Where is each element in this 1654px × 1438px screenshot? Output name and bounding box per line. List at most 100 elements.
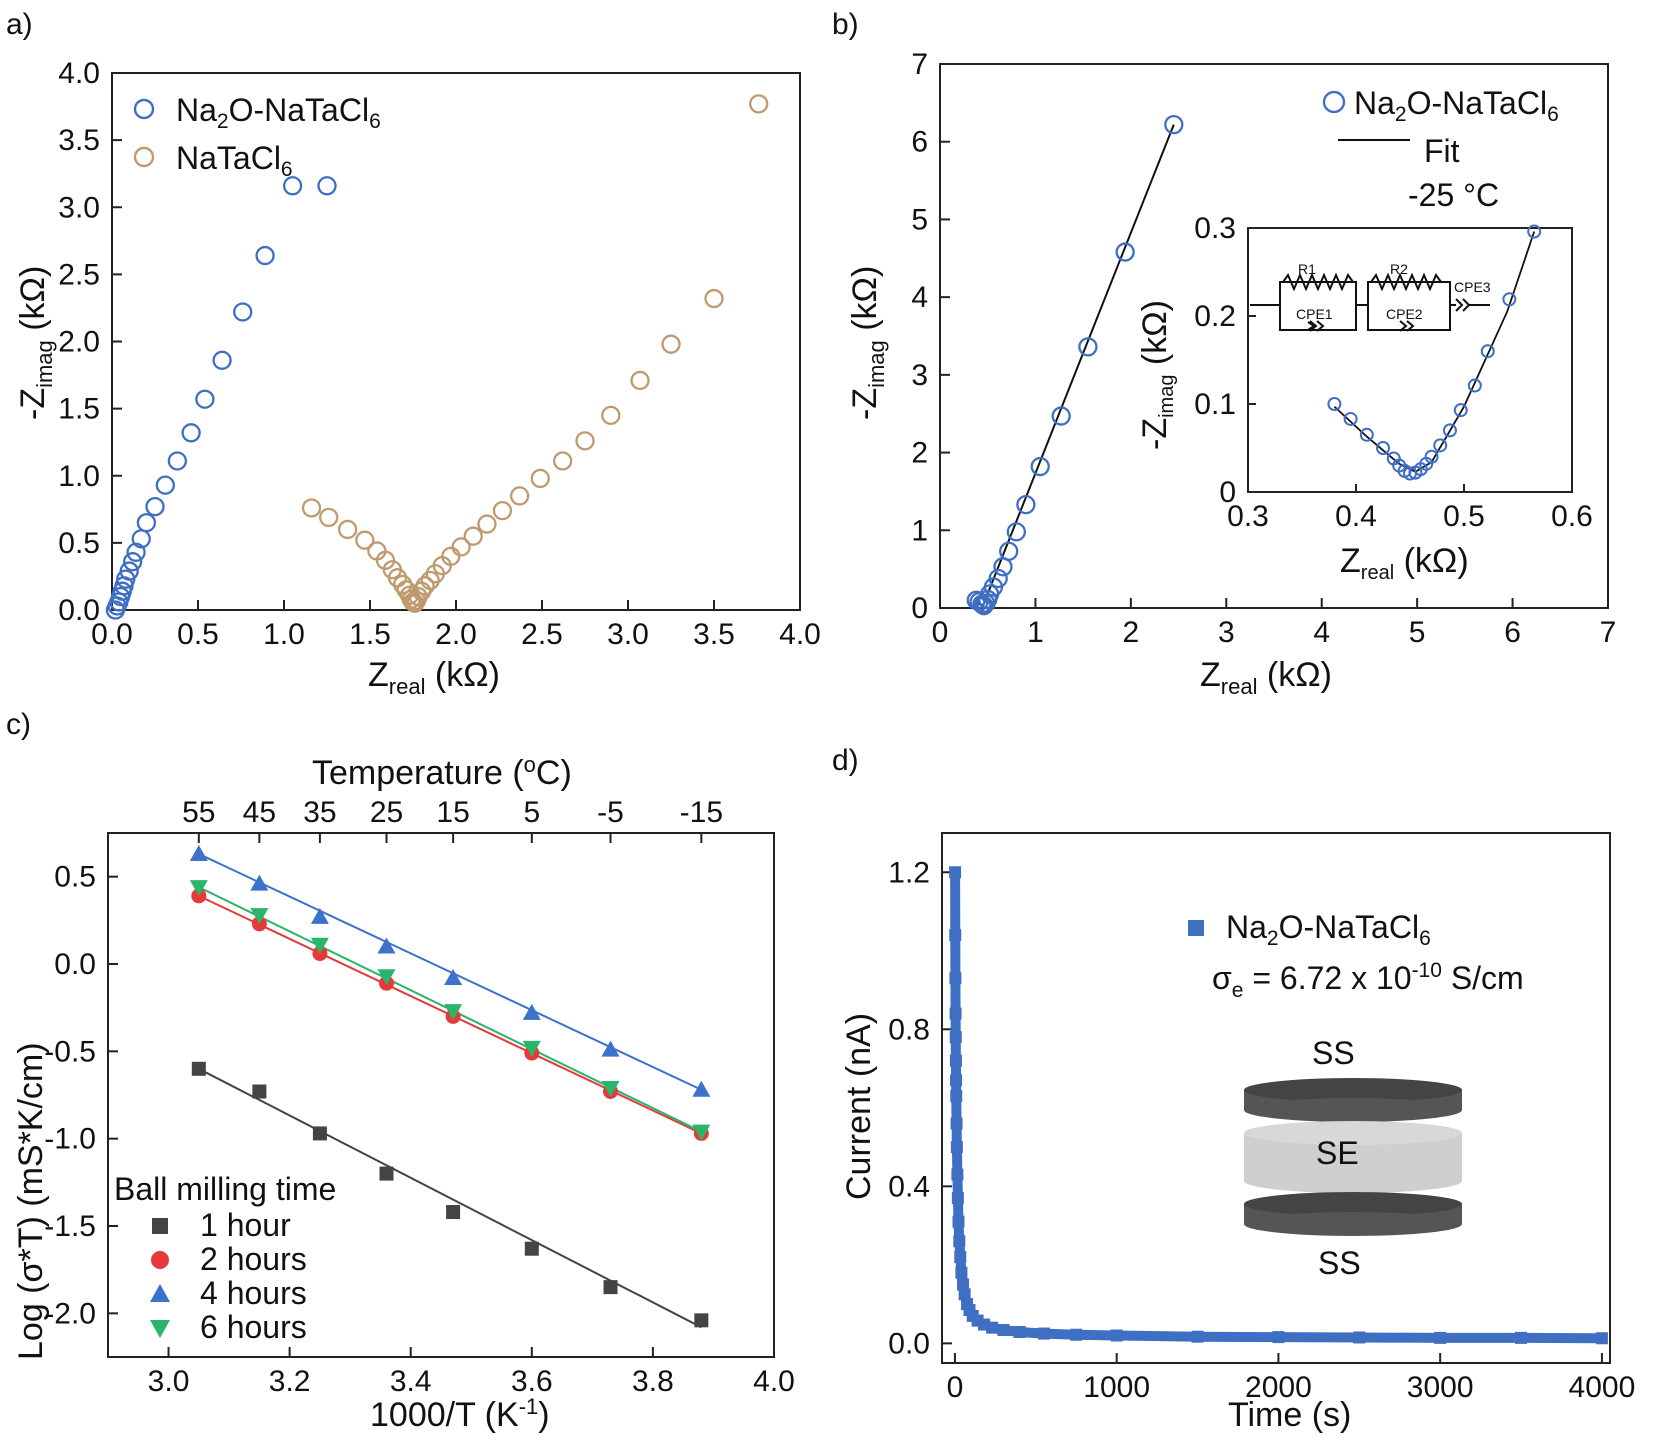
y-tick-label: 0.1 bbox=[1194, 388, 1236, 421]
data-point-natacl6 bbox=[492, 501, 513, 521]
x-tick-label: 0 bbox=[947, 1371, 964, 1404]
legend-label-fit: Fit bbox=[1424, 133, 1460, 169]
data-point-current bbox=[949, 929, 962, 942]
inset-data-point bbox=[1359, 427, 1374, 442]
data-point-natacl6 bbox=[749, 94, 769, 114]
y-tick-label: 0.5 bbox=[54, 861, 96, 894]
inset-data-point bbox=[1433, 438, 1448, 453]
y-tick-label: 3 bbox=[911, 359, 928, 392]
x-tick-label: 3.4 bbox=[390, 1365, 432, 1398]
data-point-6-hours bbox=[377, 969, 396, 986]
top-tick-label: 15 bbox=[436, 796, 469, 829]
data-point-current bbox=[949, 1054, 962, 1067]
inset-data-point bbox=[1424, 449, 1439, 464]
x-tick-label: 5 bbox=[1409, 616, 1426, 649]
data-point-na2o-natacl6 bbox=[1115, 242, 1135, 262]
cell-schematic: SS SE SS bbox=[1244, 1035, 1462, 1281]
panel-d: d) 0 1000 2000 3000 4000 0.0 0.4 0.8 1.2 Time (s… bbox=[832, 744, 1635, 1434]
data-point-natacl6 bbox=[477, 514, 497, 534]
y-tick-label: 4 bbox=[911, 281, 928, 314]
panel-b-label: b) bbox=[832, 8, 859, 41]
x-tick-label: 0.5 bbox=[177, 618, 219, 651]
top-tick-label: -5 bbox=[597, 796, 624, 829]
panel-c-x-axis-title: 1000/T (K-1) bbox=[370, 1394, 550, 1434]
electronic-conductivity-annotation: σe = 6.72 x 10-10 S/cm bbox=[1212, 959, 1524, 1002]
data-point-current bbox=[950, 1090, 963, 1103]
panel-b-x-axis-title: Zreal (kΩ) bbox=[1200, 656, 1332, 699]
circuit-label-cpe1: CPE1 bbox=[1296, 306, 1333, 322]
data-point-natacl6 bbox=[451, 537, 471, 557]
legend-marker-2-hours bbox=[151, 1251, 169, 1269]
data-point-1-hour bbox=[252, 1084, 267, 1099]
data-point-current bbox=[1515, 1331, 1528, 1344]
y-tick-label: 5 bbox=[911, 203, 928, 236]
data-point-natacl6 bbox=[463, 526, 483, 546]
panel-a: a) 0.0 0.5 1.0 1.5 2.0 2.5 3.0 3.5 4.0 0.0 0.5 1.0 1… bbox=[6, 8, 821, 699]
data-point-na2o-natacl6 bbox=[1030, 456, 1050, 477]
x-tick-label: 1.5 bbox=[349, 618, 391, 651]
data-point-na2o-natacl6 bbox=[126, 542, 146, 562]
y-tick-label: 0.8 bbox=[888, 1013, 930, 1046]
x-tick-label: 4.0 bbox=[779, 618, 821, 651]
panel-c-top-axis-title: Temperature (oC) bbox=[312, 752, 572, 792]
data-point-1-hour bbox=[694, 1313, 709, 1328]
legend-marker-6-hours bbox=[150, 1320, 170, 1338]
y-tick-label: 1.5 bbox=[58, 393, 100, 426]
data-point-1-hour bbox=[379, 1166, 394, 1181]
data-point-na2o-natacl6 bbox=[195, 389, 215, 409]
data-point-current bbox=[957, 1278, 970, 1291]
y-tick-label: 0.0 bbox=[888, 1327, 930, 1360]
panel-d-data-points bbox=[949, 866, 1608, 1345]
data-point-natacl6 bbox=[530, 468, 550, 489]
legend-label-na2o-natacl6: Na2O-NaTaCl6 bbox=[176, 92, 381, 133]
data-point-current bbox=[1272, 1331, 1285, 1344]
panel-b-legend: Na2O-NaTaCl6 Fit -25 °C bbox=[1322, 85, 1559, 213]
data-point-current bbox=[997, 1324, 1010, 1337]
data-point-na2o-natacl6 bbox=[145, 496, 165, 517]
data-point-current bbox=[986, 1321, 999, 1334]
data-point-4-hours bbox=[250, 874, 269, 891]
data-point-natacl6 bbox=[509, 486, 530, 506]
inset-plot-frame bbox=[1247, 227, 1573, 493]
panel-d-label: d) bbox=[832, 744, 859, 777]
circuit-label-cpe3: CPE3 bbox=[1454, 279, 1491, 295]
data-point-6-hours bbox=[189, 880, 208, 897]
data-point-4-hours bbox=[522, 1003, 541, 1020]
x-tick-label: 3.6 bbox=[511, 1365, 553, 1398]
y-tick-label: 4.0 bbox=[58, 57, 100, 90]
top-tick-label: 45 bbox=[243, 796, 276, 829]
data-point-current bbox=[1353, 1331, 1366, 1344]
x-tick-label: 3.5 bbox=[693, 618, 735, 651]
y-tick-label: 0.3 bbox=[1194, 212, 1236, 245]
legend-marker-na2o-natacl6-b bbox=[1322, 90, 1346, 114]
inset-data-points bbox=[1327, 224, 1542, 481]
data-point-6-hours bbox=[310, 937, 329, 954]
x-tick-label: 3.0 bbox=[607, 618, 649, 651]
data-point-current bbox=[949, 972, 962, 985]
legend-label-na2o-natacl6-d: Na2O-NaTaCl6 bbox=[1226, 909, 1431, 950]
panel-b-inset: 0.3 0.4 0.5 0.6 0 0.1 0.2 0.3 Zreal (kΩ) -Zimag… bbox=[1136, 212, 1593, 584]
panel-a-y-axis-title: -Zimag (kΩ) bbox=[14, 266, 57, 420]
x-tick-label: 0.5 bbox=[1443, 500, 1485, 533]
data-point-na2o-natacl6 bbox=[988, 568, 1008, 589]
legend-label-6-hours: 6 hours bbox=[200, 1309, 307, 1345]
x-tick-label: 0.0 bbox=[91, 618, 133, 651]
inset-y-axis-title: -Zimag (kΩ) bbox=[1136, 300, 1178, 450]
panel-a-legend: Na2O-NaTaCl6 NaTaCl6 bbox=[133, 92, 381, 181]
y-tick-label: 0.0 bbox=[58, 594, 100, 627]
legend-label-natacl6: NaTaCl6 bbox=[176, 140, 293, 181]
x-tick-label: 3.0 bbox=[148, 1365, 190, 1398]
data-point-natacl6 bbox=[661, 334, 681, 354]
y-tick-label: 3.0 bbox=[58, 191, 100, 224]
data-point-na2o-natacl6 bbox=[999, 541, 1019, 561]
x-tick-label: 1 bbox=[1027, 616, 1044, 649]
electrolyte-disc bbox=[1244, 1121, 1462, 1193]
data-point-1-hour bbox=[603, 1280, 618, 1295]
y-tick-label: 2 bbox=[911, 437, 928, 470]
inset-data-point bbox=[1327, 397, 1342, 411]
data-point-4-hours bbox=[601, 1040, 620, 1057]
data-point-4-hours bbox=[310, 907, 329, 924]
data-point-na2o-natacl6 bbox=[1164, 114, 1184, 135]
data-point-current bbox=[954, 1251, 967, 1263]
fit-line-1-hour bbox=[198, 1067, 702, 1329]
